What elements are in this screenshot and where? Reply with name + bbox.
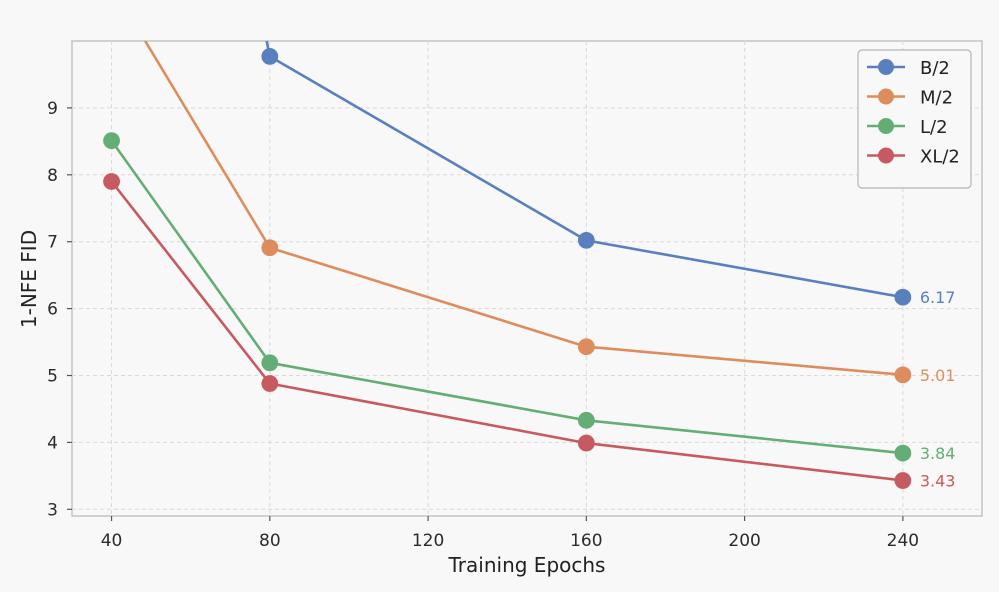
series-line-xl-2: [110, 180, 904, 482]
y-axis: 3 4 5 6 7 8 9: [47, 99, 72, 520]
series-m-2: [144, 41, 912, 384]
series-xl-2: [103, 173, 912, 489]
legend-marker: [878, 147, 894, 164]
legend: B/2 M/2 L/2 XL/2: [857, 49, 972, 189]
x-tick-label: 200: [728, 531, 760, 551]
end-labels: 6.17 5.01 3.84 3.43: [920, 288, 956, 490]
x-tick-label: 40: [101, 531, 123, 551]
y-tick-label: 9: [47, 99, 58, 119]
x-tick-label: 80: [259, 531, 281, 551]
series-b-2: [261, 41, 912, 306]
x-axis: 40 80 120 160 200 240: [101, 516, 919, 551]
y-tick-label: 8: [47, 166, 58, 186]
legend-label: XL/2: [920, 147, 960, 168]
data-point-b-2: [261, 47, 279, 65]
legend-label: L/2: [920, 117, 948, 138]
legend-item-b-2: B/2: [867, 58, 950, 79]
x-axis-label: Training Epochs: [448, 553, 606, 577]
data-point-m-2: [577, 338, 595, 356]
data-point-l-2: [577, 411, 595, 429]
series-line-l-2: [110, 139, 904, 455]
data-point-l-2: [894, 444, 912, 462]
x-tick-label: 240: [887, 531, 919, 551]
y-tick-label: 7: [47, 233, 58, 253]
data-point-l-2: [261, 354, 279, 372]
data-point-m-2: [261, 239, 279, 257]
y-tick-label: 6: [47, 300, 58, 320]
legend-item-xl-2: XL/2: [867, 147, 960, 168]
grid: [72, 41, 982, 516]
plot-area: [71, 40, 983, 517]
legend-item-l-2: L/2: [867, 117, 948, 138]
data-point-m-2: [894, 366, 912, 384]
series-line-m-2: [144, 41, 904, 377]
data-point-l-2: [103, 132, 120, 150]
legend-label: M/2: [920, 88, 953, 109]
end-value-label-m-2: 5.01: [920, 366, 956, 385]
y-tick-label: 3: [47, 500, 58, 520]
end-value-label-l-2: 3.84: [920, 444, 956, 463]
end-value-label-xl-2: 3.43: [920, 472, 956, 491]
data-point-xl-2: [103, 173, 120, 190]
legend-marker: [878, 59, 894, 75]
data-point-xl-2: [577, 434, 595, 452]
x-tick-label: 120: [412, 531, 444, 551]
y-axis-label: 1-NFE FID: [17, 230, 41, 328]
data-point-b-2: [894, 288, 912, 306]
y-tick-label: 4: [47, 433, 58, 453]
y-tick-label: 5: [47, 367, 58, 387]
legend-marker: [878, 88, 894, 105]
x-tick-label: 160: [570, 531, 602, 551]
data-point-b-2: [577, 231, 595, 249]
series-group: [103, 41, 912, 489]
legend-item-m-2: M/2: [867, 88, 953, 109]
legend-marker: [878, 118, 894, 134]
legend-label: B/2: [920, 58, 950, 79]
data-point-xl-2: [894, 472, 912, 489]
series-l-2: [103, 132, 912, 462]
data-point-xl-2: [261, 375, 279, 392]
end-value-label-b-2: 6.17: [920, 288, 956, 307]
